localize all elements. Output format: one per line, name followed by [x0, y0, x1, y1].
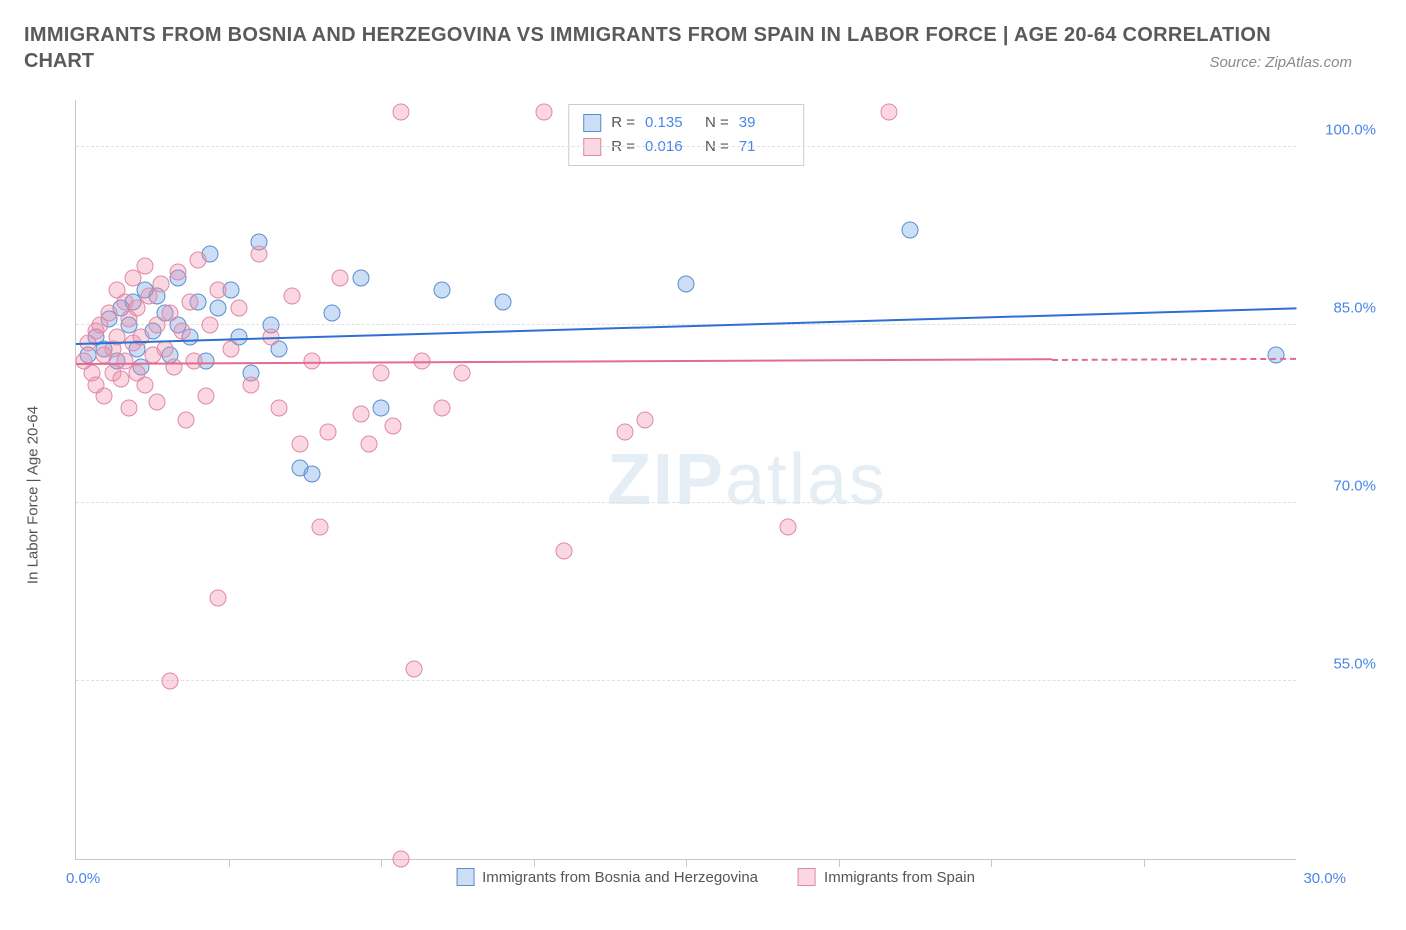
data-point-spain	[161, 305, 178, 322]
data-point-spain	[173, 323, 190, 340]
data-point-spain	[312, 518, 329, 535]
y-axis-label: In Labor Force | Age 20-64	[25, 406, 42, 584]
y-tick-label: 55.0%	[1306, 656, 1376, 673]
data-point-bosnia	[1267, 346, 1284, 363]
data-point-spain	[222, 341, 239, 358]
data-point-spain	[112, 370, 129, 387]
x-tick	[381, 859, 382, 867]
legend-swatch	[456, 868, 474, 886]
x-tick	[534, 859, 535, 867]
gridline	[76, 680, 1296, 681]
data-point-spain	[153, 275, 170, 292]
series-label: Immigrants from Bosnia and Herzegovina	[482, 869, 758, 886]
data-point-spain	[198, 388, 215, 405]
data-point-spain	[283, 287, 300, 304]
x-tick	[686, 859, 687, 867]
data-point-spain	[100, 305, 117, 322]
bottom-legend-item-spain: Immigrants from Spain	[798, 868, 975, 886]
data-point-spain	[161, 673, 178, 690]
data-point-spain	[181, 293, 198, 310]
data-point-spain	[881, 103, 898, 120]
data-point-spain	[454, 364, 471, 381]
data-point-spain	[393, 103, 410, 120]
data-point-spain	[120, 400, 137, 417]
x-tick	[229, 859, 230, 867]
legend-n-value: 39	[739, 111, 789, 135]
chart-sublabel: CHART	[24, 50, 94, 73]
data-point-bosnia	[373, 400, 390, 417]
gridline	[76, 146, 1296, 147]
data-point-spain	[210, 590, 227, 607]
gridline	[76, 502, 1296, 503]
data-point-spain	[779, 518, 796, 535]
data-point-spain	[320, 424, 337, 441]
data-point-bosnia	[352, 269, 369, 286]
x-min-label: 0.0%	[66, 870, 100, 887]
data-point-spain	[617, 424, 634, 441]
legend-stats-box: R =0.135N =39R =0.016N =71	[568, 104, 804, 166]
data-point-spain	[251, 246, 268, 263]
y-tick-label: 85.0%	[1306, 300, 1376, 317]
data-point-spain	[165, 358, 182, 375]
data-point-bosnia	[210, 299, 227, 316]
source-attribution: Source: ZipAtlas.com	[1209, 54, 1352, 71]
data-point-spain	[177, 412, 194, 429]
data-point-spain	[332, 269, 349, 286]
data-point-spain	[96, 388, 113, 405]
regression-line-bosnia	[76, 308, 1296, 346]
data-point-bosnia	[678, 275, 695, 292]
data-point-spain	[360, 435, 377, 452]
legend-row-bosnia: R = 0.135 N = 39	[583, 111, 789, 135]
regression-line-spain	[76, 359, 1052, 366]
watermark: ZIPatlas	[607, 439, 887, 521]
chart-title: IMMIGRANTS FROM BOSNIA AND HERZEGOVINA V…	[24, 20, 1382, 50]
data-point-spain	[535, 103, 552, 120]
data-point-spain	[352, 406, 369, 423]
plot-container: In Labor Force | Age 20-64 ZIPatlas R =0…	[45, 100, 1386, 890]
data-point-spain	[405, 661, 422, 678]
legend-r-label: R =	[611, 111, 635, 135]
y-tick-label: 70.0%	[1306, 478, 1376, 495]
data-point-spain	[230, 299, 247, 316]
data-point-spain	[291, 435, 308, 452]
data-point-spain	[385, 418, 402, 435]
data-point-spain	[434, 400, 451, 417]
data-point-spain	[157, 341, 174, 358]
data-point-bosnia	[434, 281, 451, 298]
x-tick	[1144, 859, 1145, 867]
data-point-bosnia	[495, 293, 512, 310]
regression-line-spain-dashed	[1052, 357, 1296, 360]
data-point-spain	[137, 376, 154, 393]
data-point-spain	[190, 252, 207, 269]
data-point-spain	[242, 376, 259, 393]
bottom-legend: Immigrants from Bosnia and Herzegovina Im…	[456, 868, 975, 886]
data-point-spain	[556, 542, 573, 559]
plot-area: ZIPatlas R =0.135N =39R =0.016N =71 55.0…	[75, 100, 1296, 860]
data-point-spain	[149, 394, 166, 411]
x-tick	[839, 859, 840, 867]
data-point-bosnia	[324, 305, 341, 322]
legend-n-label: N =	[705, 111, 729, 135]
data-point-spain	[137, 258, 154, 275]
legend-swatch	[583, 114, 601, 132]
x-tick	[991, 859, 992, 867]
data-point-spain	[169, 263, 186, 280]
series-label: Immigrants from Spain	[824, 869, 975, 886]
data-point-bosnia	[901, 222, 918, 239]
data-point-spain	[271, 400, 288, 417]
legend-swatch	[798, 868, 816, 886]
chart-header: IMMIGRANTS FROM BOSNIA AND HERZEGOVINA V…	[0, 0, 1406, 81]
data-point-bosnia	[303, 465, 320, 482]
data-point-spain	[185, 352, 202, 369]
data-point-spain	[210, 281, 227, 298]
data-point-spain	[637, 412, 654, 429]
data-point-spain	[202, 317, 219, 334]
data-point-spain	[393, 851, 410, 868]
legend-r-value: 0.135	[645, 111, 695, 135]
data-point-spain	[373, 364, 390, 381]
y-tick-label: 100.0%	[1306, 122, 1376, 139]
x-max-label: 30.0%	[1303, 870, 1346, 887]
bottom-legend-item-bosnia: Immigrants from Bosnia and Herzegovina	[456, 868, 758, 886]
